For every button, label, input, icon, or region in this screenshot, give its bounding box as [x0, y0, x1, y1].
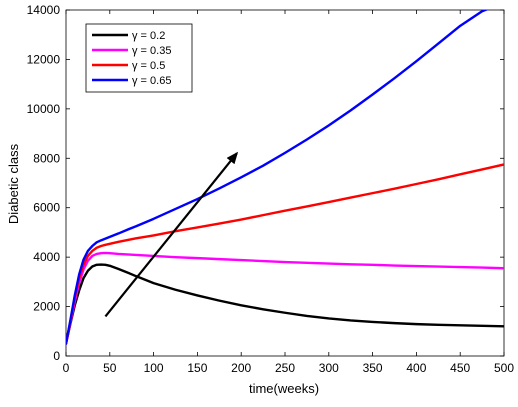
x-tick-label: 500: [494, 361, 514, 375]
y-tick-label: 2000: [33, 300, 60, 314]
x-tick-label: 50: [103, 361, 117, 375]
legend-label-1: γ = 0.2: [132, 30, 165, 42]
series-group: [66, 10, 504, 345]
x-tick-label: 300: [319, 361, 339, 375]
y-tick-label: 12000: [27, 52, 61, 66]
y-tick-label: 10000: [27, 102, 61, 116]
x-tick-label: 250: [275, 361, 295, 375]
plot-area: 0 50 100 150 200 250 300 350 400 450 500 0 2000 4000 6…: [27, 3, 515, 375]
y-tick-label: 6000: [33, 201, 60, 215]
x-tick-label: 400: [406, 361, 426, 375]
legend-label-3: γ = 0.5: [132, 60, 165, 72]
x-tick-label: 100: [144, 361, 164, 375]
x-axis-label: time(weeks): [249, 381, 319, 396]
x-tick-label: 450: [450, 361, 470, 375]
y-axis-label: Diabetic class: [6, 143, 21, 224]
legend: γ = 0.2 γ = 0.35 γ = 0.5 γ = 0.65: [85, 23, 193, 93]
series-line-2: [66, 251, 504, 345]
y-tick-label: 8000: [33, 151, 60, 165]
x-tick-label: 350: [363, 361, 383, 375]
y-tick-label: 4000: [33, 250, 60, 264]
y-tick-label: 14000: [27, 3, 61, 17]
y-tick-label: 0: [53, 349, 60, 363]
legend-label-4: γ = 0.65: [132, 75, 171, 87]
series-line-1: [66, 263, 504, 345]
x-tick-label: 200: [231, 361, 251, 375]
x-tick-label: 150: [187, 361, 207, 375]
series-line-4: [66, 10, 489, 345]
legend-label-2: γ = 0.35: [132, 45, 171, 57]
x-tick-label: 0: [63, 361, 70, 375]
trend-arrow: [104, 151, 239, 318]
